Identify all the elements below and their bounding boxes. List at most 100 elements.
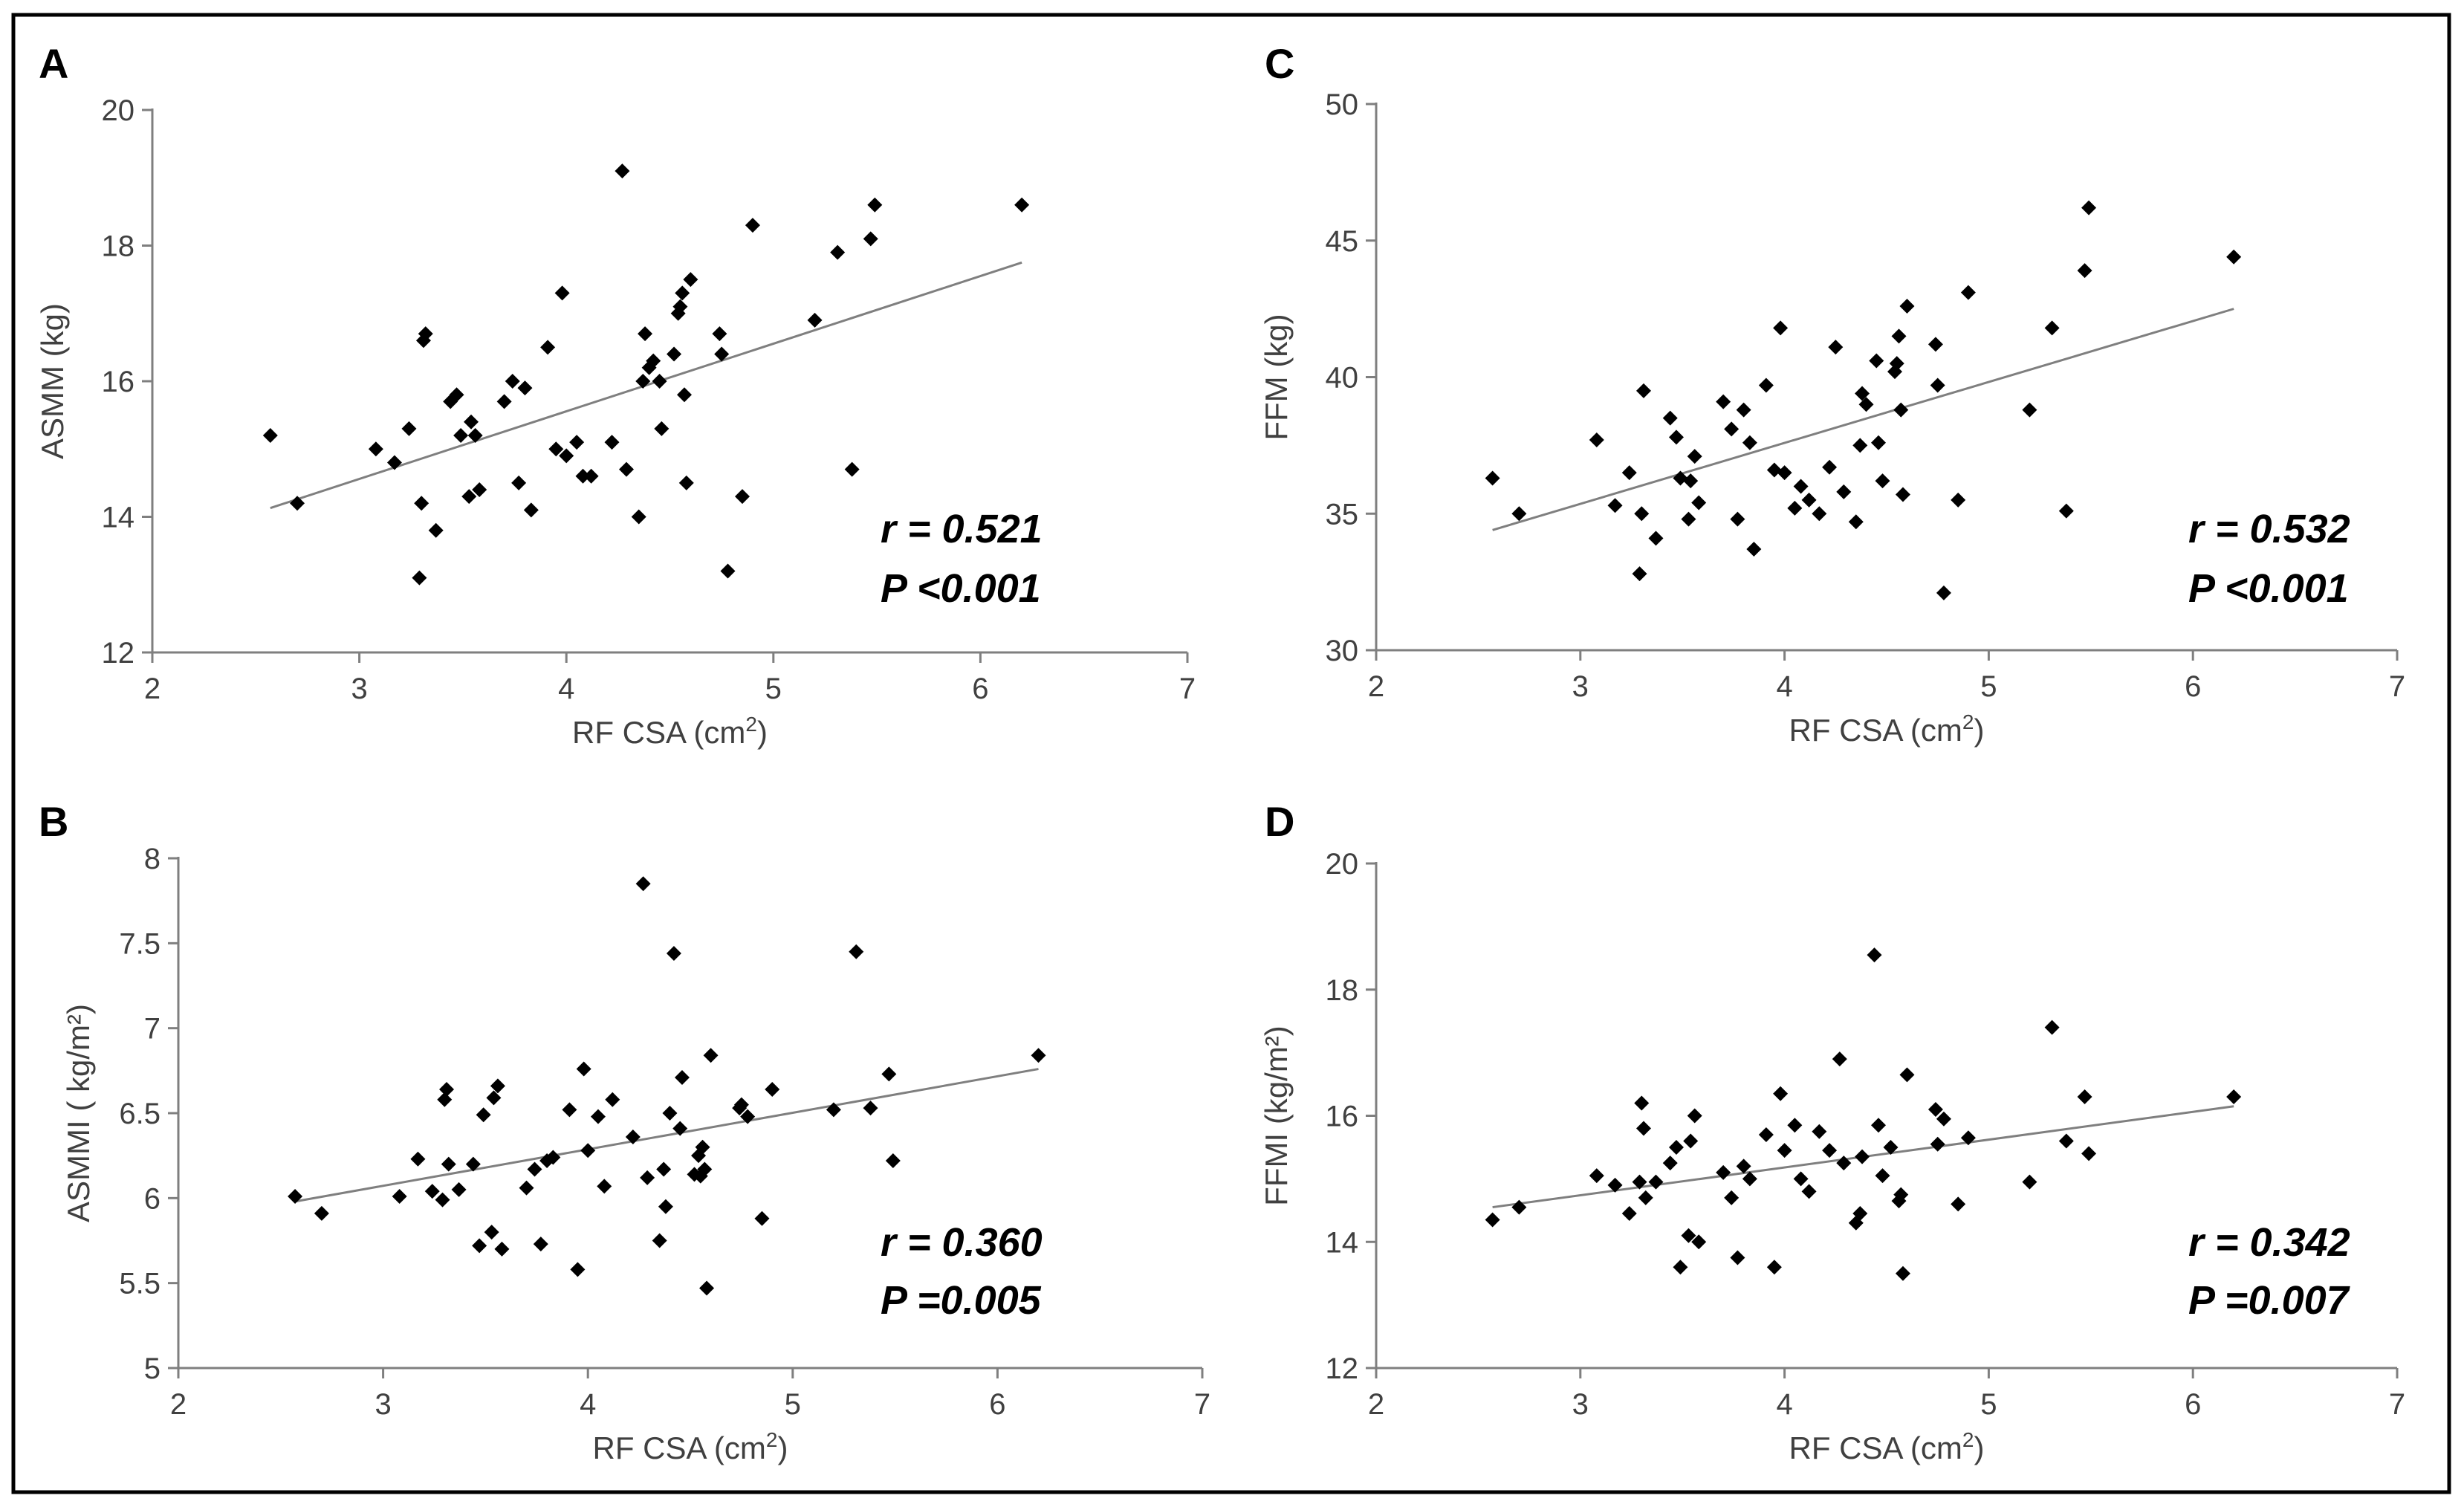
data-point <box>1832 1051 1847 1067</box>
data-point <box>533 1237 548 1252</box>
y-tick-label: 16 <box>1326 1101 1359 1133</box>
data-point <box>1928 1102 1943 1118</box>
data-point <box>662 1106 678 1121</box>
data-point <box>392 1189 407 1205</box>
x-tick-label: 6 <box>2185 1388 2201 1421</box>
data-point <box>1766 462 1782 478</box>
data-point <box>618 461 634 477</box>
data-point <box>1928 337 1943 352</box>
correlation-r: r = 0.360 <box>881 1220 1043 1265</box>
data-point <box>1951 1196 1966 1212</box>
data-point <box>703 1048 719 1063</box>
data-point <box>505 374 520 389</box>
data-point <box>1893 402 1909 418</box>
data-point <box>863 1101 878 1116</box>
data-point <box>2081 1146 2097 1161</box>
data-point <box>1031 1048 1046 1063</box>
y-tick-label: 8 <box>144 843 161 875</box>
data-point <box>1793 1171 1809 1187</box>
x-axis-label-sup: 2 <box>766 1428 778 1451</box>
data-point <box>1889 356 1904 372</box>
y-tick-label: 20 <box>1326 848 1359 881</box>
p-value: P <0.001 <box>2188 566 2349 611</box>
data-point <box>554 285 570 301</box>
data-point <box>745 218 760 233</box>
data-point <box>590 1109 606 1124</box>
data-point <box>1875 1168 1890 1184</box>
data-point <box>437 1092 453 1107</box>
data-point <box>465 1156 481 1172</box>
data-point <box>368 441 383 457</box>
data-point <box>523 502 539 518</box>
data-point <box>418 326 433 342</box>
panel-letter: C <box>1265 40 1294 87</box>
data-point <box>1871 1118 1887 1133</box>
data-point <box>1899 1067 1915 1083</box>
data-point <box>1632 566 1647 582</box>
y-tick-label: 50 <box>1326 88 1359 121</box>
y-tick-label: 16 <box>102 366 135 398</box>
data-point <box>580 1143 596 1158</box>
data-point <box>605 1092 620 1107</box>
y-tick-label: 5 <box>144 1352 161 1385</box>
data-point <box>1822 1143 1838 1158</box>
data-point <box>562 1102 577 1118</box>
data-point <box>441 1156 456 1172</box>
y-axis-label: ASMM (kg) <box>35 303 70 459</box>
y-tick-label: 14 <box>102 502 135 534</box>
correlation-r: r = 0.532 <box>2188 507 2350 551</box>
data-point <box>675 285 690 301</box>
data-point <box>1607 498 1623 513</box>
data-point <box>1773 1086 1789 1101</box>
data-point <box>576 1061 591 1077</box>
data-point <box>1895 487 1910 502</box>
data-point <box>290 496 305 511</box>
data-point <box>1867 947 1882 963</box>
x-axis-label: RF CSA (cm2) <box>593 1428 788 1465</box>
x-tick-label: 4 <box>1776 1388 1792 1421</box>
correlation-r: r = 0.521 <box>881 507 1043 551</box>
y-tick-label: 18 <box>1326 974 1359 1007</box>
x-tick-label: 2 <box>1368 670 1384 703</box>
data-point <box>1869 353 1884 369</box>
data-point <box>1766 1260 1782 1275</box>
data-point <box>548 441 564 457</box>
data-point <box>1855 1149 1870 1164</box>
x-axis-label-main: RF CSA (cm <box>1789 1430 1962 1465</box>
data-point <box>472 482 487 497</box>
data-point <box>2044 1020 2060 1035</box>
data-point <box>1632 1174 1647 1190</box>
data-point <box>699 1280 715 1296</box>
data-point <box>1724 421 1740 437</box>
data-point <box>1777 465 1792 481</box>
figure-frame <box>11 13 2451 1494</box>
data-point <box>1828 340 1844 355</box>
data-point <box>652 374 667 389</box>
data-point <box>826 1102 841 1118</box>
y-tick-label: 14 <box>1326 1226 1359 1259</box>
x-axis-label-sup: 2 <box>1962 1428 1974 1451</box>
y-tick-label: 12 <box>1326 1352 1359 1385</box>
x-tick-label: 7 <box>1179 673 1196 705</box>
data-point <box>412 570 427 586</box>
data-point <box>575 468 591 484</box>
data-point <box>1812 506 1827 522</box>
data-point <box>1691 495 1707 511</box>
x-tick-label: 6 <box>2185 670 2201 703</box>
trend-line <box>1492 308 2234 531</box>
p-value: P =0.007 <box>2188 1278 2351 1323</box>
data-point <box>1836 484 1852 499</box>
data-point <box>1589 1168 1604 1184</box>
data-point <box>666 946 681 962</box>
data-point <box>740 1109 756 1124</box>
x-tick-label: 5 <box>1980 670 1997 703</box>
data-point <box>1687 449 1702 464</box>
data-point <box>1635 383 1651 398</box>
x-tick-label: 6 <box>989 1388 1005 1421</box>
data-point <box>631 509 646 525</box>
data-point <box>2044 320 2060 336</box>
data-point <box>1891 328 1907 344</box>
correlation-r: r = 0.342 <box>2188 1220 2350 1265</box>
x-tick-label: 5 <box>765 673 782 705</box>
